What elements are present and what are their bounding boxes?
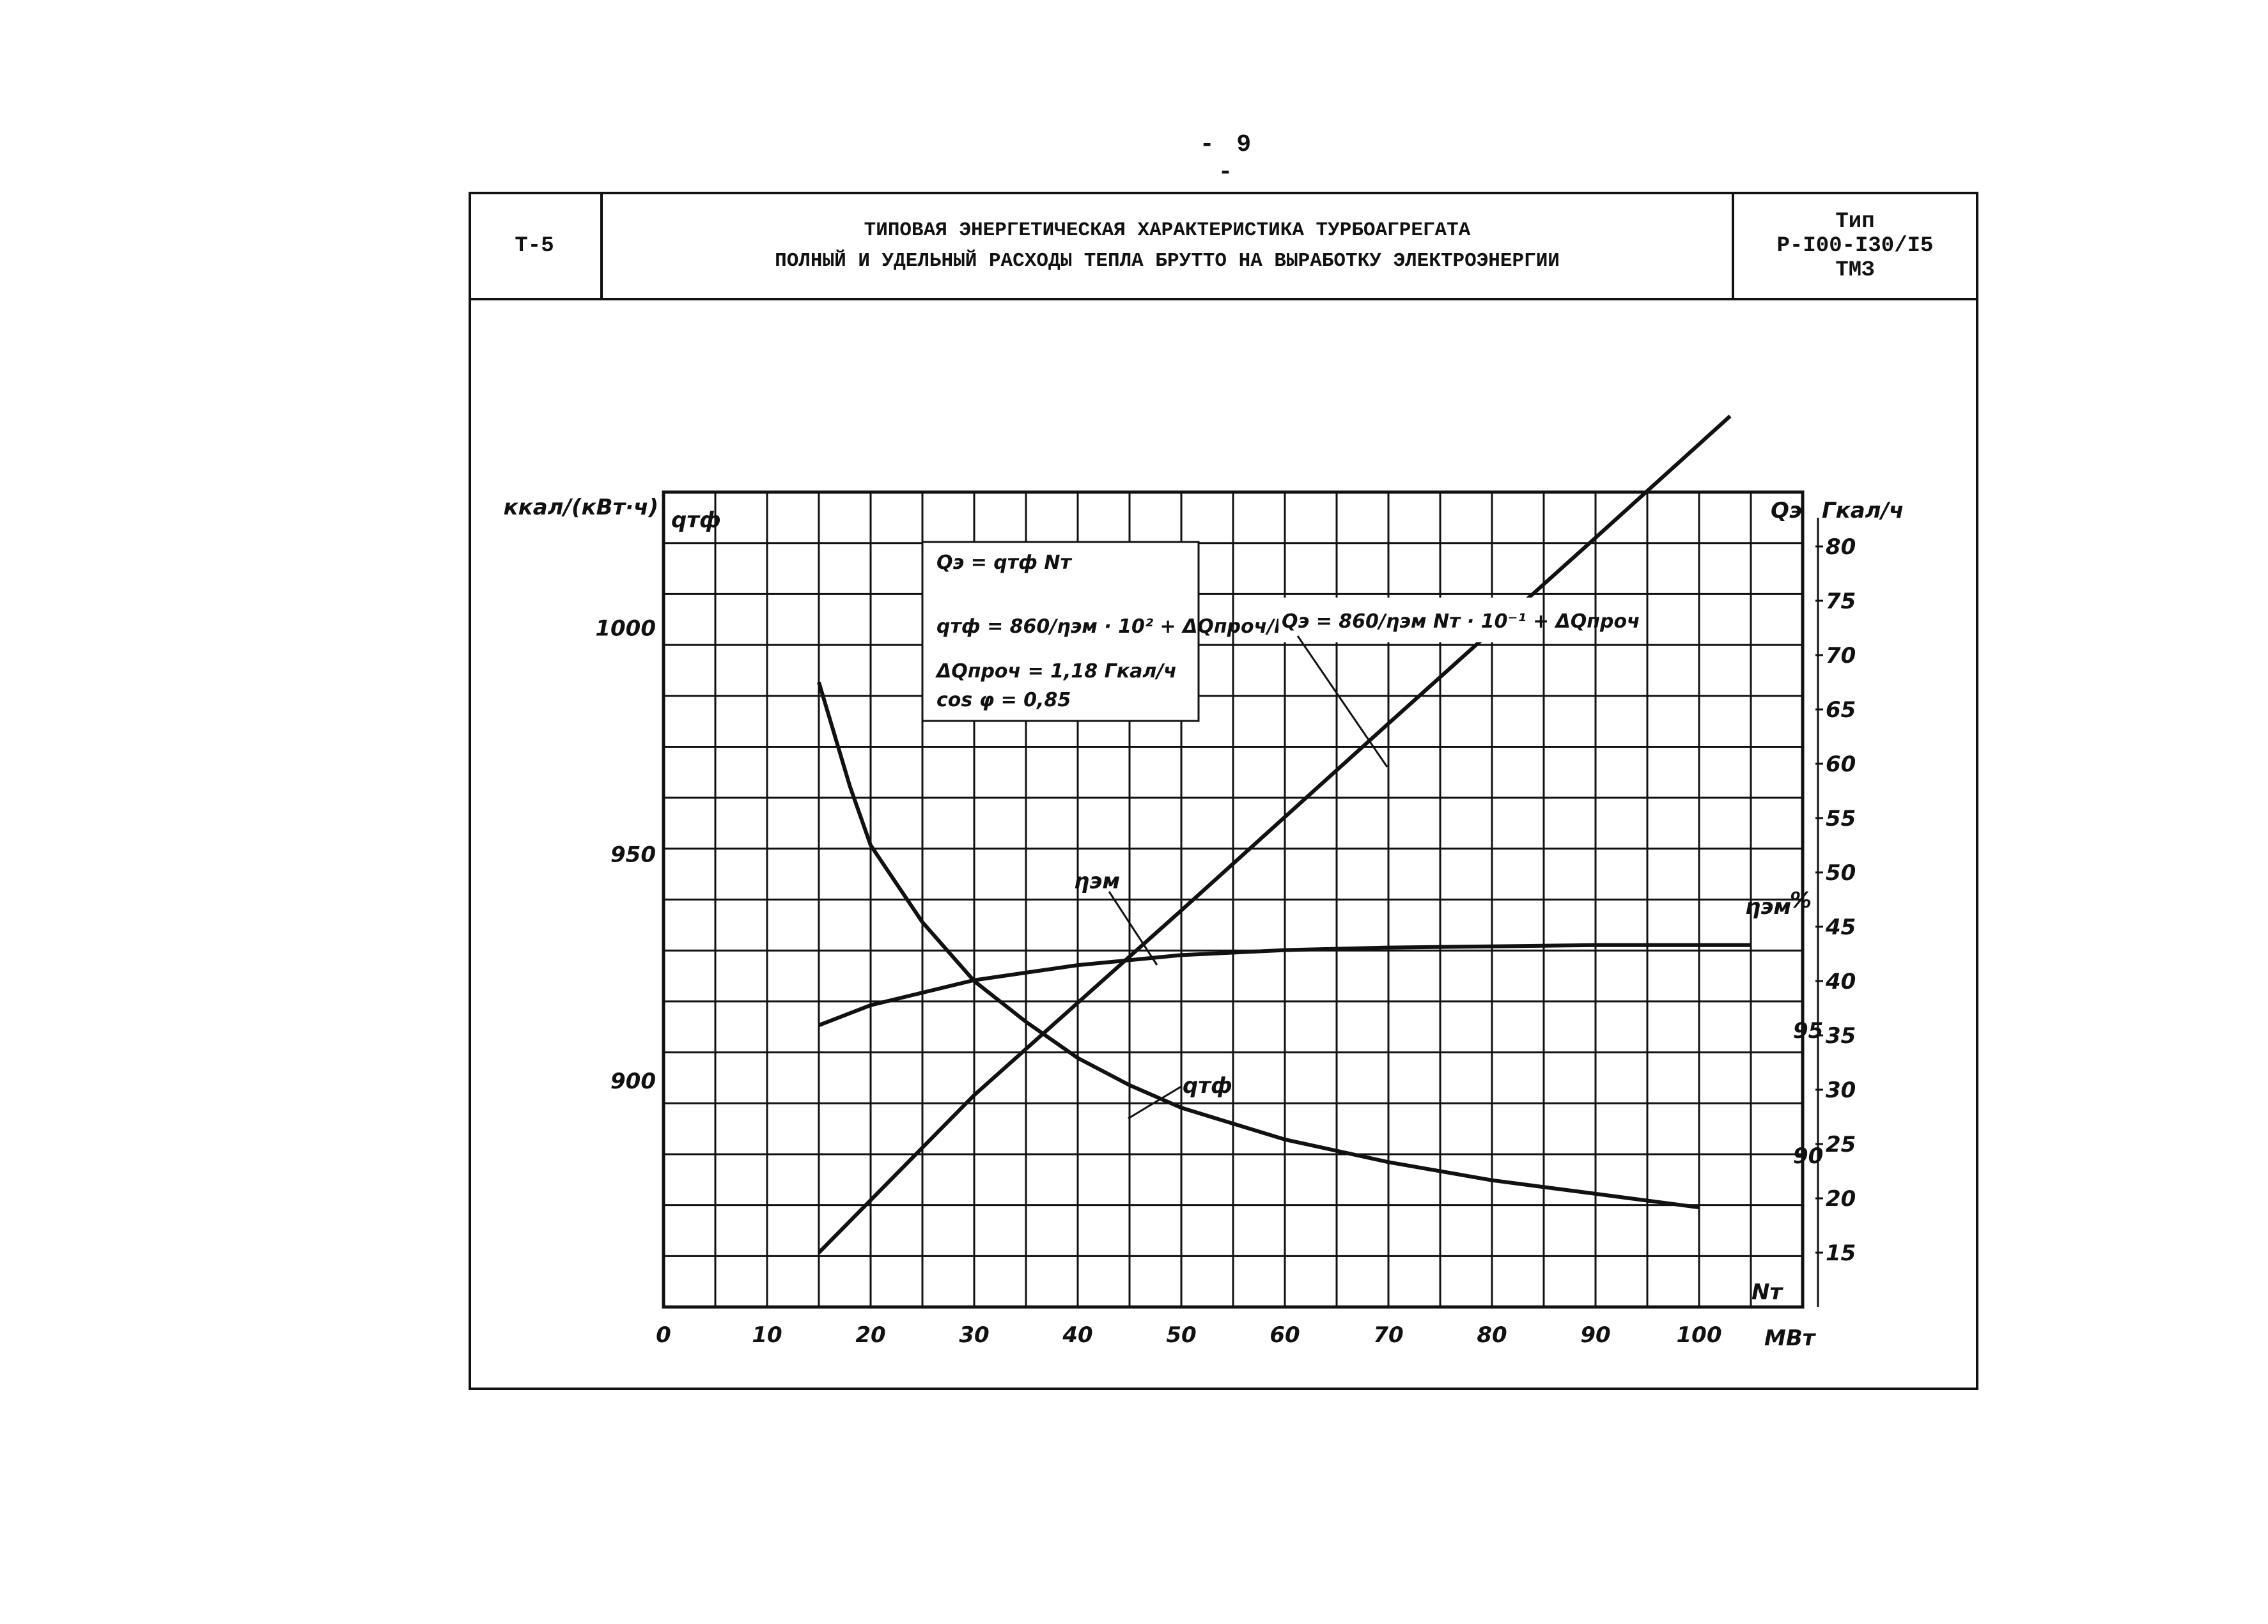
- sheet-title: ТИПОВАЯ ЭНЕРГЕТИЧЕСКАЯ ХАРАКТЕРИСТИКА ТУ…: [603, 192, 1734, 300]
- right-q-tick-label: 30: [1826, 1078, 1856, 1103]
- drawing-frame: [469, 192, 1978, 1390]
- x-tick-label: 40: [1062, 1322, 1092, 1348]
- x-tick-label: 30: [959, 1322, 989, 1348]
- x-unit-label: МВт: [1764, 1326, 1817, 1351]
- left-axis-label: qтф: [671, 507, 721, 533]
- right-eta-tick-label: 95: [1793, 1018, 1823, 1044]
- right-q-tick-label: 25: [1826, 1132, 1856, 1157]
- chart-curves: [817, 414, 1751, 1255]
- left-tick-label: 1000: [595, 616, 656, 642]
- turbine-type: Тип Р-I00-I30/I5 ТМЗ: [1734, 192, 1976, 300]
- q-series-line: [817, 681, 1700, 1210]
- x-tick-label: 20: [855, 1322, 885, 1348]
- right-q-tick-label: 55: [1826, 806, 1856, 831]
- left-tick-label: 900: [610, 1069, 656, 1094]
- formula-line-3: ΔQпроч = 1,18 Гкал/ч: [935, 660, 1177, 683]
- title-line-2: ПОЛНЫЙ И УДЕЛЬНЫЙ РАСХОДЫ ТЕПЛА БРУТТО Н…: [775, 250, 1560, 272]
- q-leader: [1128, 1085, 1182, 1120]
- formula-box: [921, 541, 1200, 722]
- x-tick-label: 50: [1166, 1322, 1196, 1348]
- right-q-tick-label: 75: [1826, 589, 1856, 614]
- qe-series-line: [817, 414, 1732, 1255]
- right-q-unit: Гкал/ч: [1822, 498, 1904, 523]
- right-q-tick-label: 35: [1826, 1023, 1856, 1049]
- qe-formula-bg: [1278, 598, 1534, 642]
- x-tick-label: 0: [656, 1322, 671, 1348]
- right-eta-tick-label: 90: [1793, 1143, 1823, 1169]
- x-tick-label: 80: [1477, 1322, 1507, 1348]
- right-q-tick-label: 65: [1826, 697, 1856, 723]
- plot-border: [662, 490, 1805, 1309]
- formula-line-1: Qэ = qтф Nт: [936, 552, 1072, 574]
- title-block: Т-5 ТИПОВАЯ ЭНЕРГЕТИЧЕСКАЯ ХАРАКТЕРИСТИК…: [469, 192, 1978, 300]
- left-unit-label: ккал/(кВт·ч): [504, 495, 658, 520]
- x-tick-label: 70: [1373, 1322, 1403, 1348]
- title-line-1: ТИПОВАЯ ЭНЕРГЕТИЧЕСКАЯ ХАРАКТЕРИСТИКА ТУ…: [864, 219, 1471, 242]
- x-axis-label: Nт: [1751, 1280, 1783, 1305]
- chart-labels: 0 10 20 30 40 50 60 70 80 90 100 МВт Nт 900 950 1000 кка…: [504, 495, 1904, 1351]
- right-q-tick-label: 50: [1826, 860, 1856, 886]
- x-tick-label: 90: [1580, 1322, 1610, 1348]
- qe-formula: Qэ = 860/ηэм Nт · 10⁻¹ + ΔQпроч: [1282, 610, 1640, 633]
- right-q-tick-label: 15: [1826, 1241, 1856, 1266]
- qe-leader: [1296, 635, 1388, 768]
- x-tick-label: 10: [752, 1322, 782, 1348]
- eta-series-line: [818, 943, 1751, 1027]
- q-curve-label: qтф: [1183, 1073, 1232, 1099]
- right-q-tick-label: 45: [1825, 915, 1856, 940]
- right-q-tick-label: 60: [1826, 752, 1856, 777]
- right-eta-unit: %: [1790, 888, 1812, 913]
- right-q-tick-label: 80: [1826, 534, 1856, 560]
- right-q-tick-label: 70: [1826, 643, 1856, 669]
- sheet-code: Т-5: [469, 192, 603, 300]
- type-model: Р-I00-I30/I5: [1776, 234, 1934, 258]
- x-tick-label: 100: [1677, 1322, 1722, 1348]
- x-tick-label: 60: [1270, 1322, 1300, 1348]
- type-label: Тип: [1835, 210, 1875, 234]
- right-q-tick-label: 40: [1825, 969, 1856, 994]
- type-maker: ТМЗ: [1835, 258, 1875, 282]
- right-q-tick-label: 20: [1826, 1186, 1856, 1212]
- page-number: - 9 -: [1199, 131, 1255, 186]
- eta-leader: [1108, 891, 1158, 966]
- right-q-label: Qэ: [1771, 498, 1802, 523]
- eta-curve-label: ηэм: [1074, 869, 1120, 894]
- formula-line-4: cos φ = 0,85: [936, 689, 1071, 711]
- left-tick-label: 950: [610, 842, 656, 868]
- right-eta-label: ηэм: [1745, 894, 1791, 920]
